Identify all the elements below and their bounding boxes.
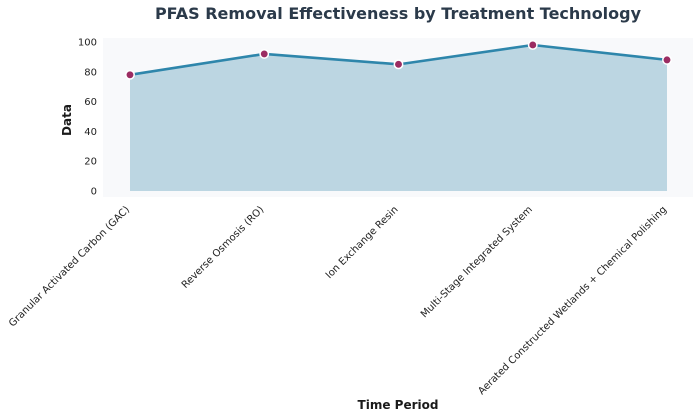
y-tick-label: 60: [84, 97, 97, 108]
y-axis-ticks: 0 20 40 60 80 100: [78, 38, 97, 198]
data-point: [527, 40, 538, 50]
y-tick-label: 40: [84, 127, 97, 138]
data-point: [393, 59, 404, 70]
x-axis-label: Time Period: [358, 398, 439, 412]
marker-layer: [125, 40, 672, 80]
series-area: [130, 44, 667, 192]
area-layer: [130, 44, 667, 192]
y-tick-label: 80: [84, 67, 97, 78]
y-tick-label: 20: [84, 157, 97, 168]
chart-title: PFAS Removal Effectiveness by Treatment …: [155, 4, 642, 23]
data-point: [259, 48, 270, 59]
y-axis-label: Data: [60, 104, 74, 136]
y-tick-label: 100: [78, 38, 97, 49]
data-point: [662, 54, 672, 65]
data-point: [125, 69, 135, 80]
y-tick-label: 0: [91, 187, 97, 198]
